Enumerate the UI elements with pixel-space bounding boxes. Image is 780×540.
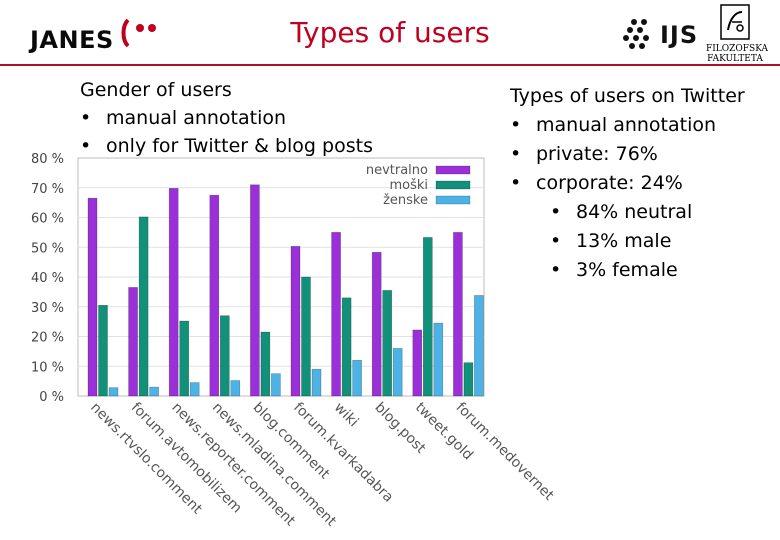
bullet-dot: • <box>80 107 92 129</box>
left-heading: Gender of users <box>80 79 232 101</box>
bar-enske <box>189 382 200 397</box>
title-divider <box>0 64 780 66</box>
left-bullet: • manual annotation <box>80 104 373 132</box>
page-title: Types of users <box>290 16 490 49</box>
bar-nevtralno <box>453 232 463 397</box>
right-bullet: • private: 76% <box>510 140 745 169</box>
legend-swatch <box>435 180 471 190</box>
bar-nevtralno <box>128 287 138 397</box>
bar-enske <box>392 348 403 397</box>
right-sub-bullet-text: 84% neutral <box>576 201 693 223</box>
bullet-dot: • <box>550 259 562 281</box>
bar-nevtralno <box>371 252 382 397</box>
bar-nevtralno <box>250 184 260 397</box>
bar-moki <box>301 276 311 397</box>
legend-label: ženske <box>383 193 428 208</box>
gender-description: Gender of users • manual annotation • only… <box>80 76 373 160</box>
bar-enske <box>311 368 322 397</box>
left-bullet-text: manual annotation <box>106 107 287 129</box>
legend-swatch <box>435 195 471 205</box>
y-tick-label: 70 % <box>31 182 64 197</box>
bar-moki <box>422 237 433 397</box>
right-bullet-text: manual annotation <box>536 114 717 136</box>
bar-nevtralno <box>290 246 301 397</box>
janes-logo: JANES <box>30 10 164 54</box>
bar-moki <box>98 304 108 397</box>
ff-logo-line-2: FAKULTETA <box>707 54 763 64</box>
bar-nevtralno <box>87 197 98 397</box>
bullet-dot: • <box>550 230 562 252</box>
bullet-dot: • <box>510 114 522 136</box>
legend-label: nevtralno <box>366 163 428 178</box>
bar-moki <box>341 297 352 397</box>
janes-bracket-dots-icon <box>121 18 156 48</box>
x-tick-label: wiki <box>331 400 362 431</box>
bar-enske <box>271 373 281 397</box>
right-bullet: • corporate: 24% <box>510 169 745 198</box>
gender-chart: 0 % 10 % 20 % 30 % 40 % 50 % 60 % 70 % 80 % news.… <box>14 148 554 528</box>
ijs-logo-text: IJS <box>660 21 699 49</box>
bullet-dot: • <box>510 143 522 165</box>
right-sub-bullet: • 3% female <box>510 256 745 285</box>
bar-nevtralno <box>331 232 341 397</box>
bar-enske <box>108 387 119 397</box>
y-tick-label: 40 % <box>31 271 64 286</box>
left-bullet-text: only for Twitter & blog posts <box>106 135 373 157</box>
right-bullet: • manual annotation <box>510 111 745 140</box>
y-tick-label: 20 % <box>31 331 64 346</box>
y-tick-label: 60 % <box>31 212 64 227</box>
right-sub-bullet: • 84% neutral <box>510 198 745 227</box>
bullet-dot: • <box>80 135 92 157</box>
right-bullet-text: corporate: 24% <box>536 172 683 194</box>
legend-label: moški <box>389 178 428 193</box>
bar-nevtralno <box>412 329 423 397</box>
bar-moki <box>260 331 271 397</box>
y-tick-label: 0 % <box>39 390 64 405</box>
right-sub-bullet: • 13% male <box>510 227 745 256</box>
ff-logo-line-1: FILOZOFSKA <box>706 44 769 54</box>
bar-moki <box>220 315 230 397</box>
bullet-dot: • <box>550 201 562 223</box>
right-sub-bullet-text: 3% female <box>576 259 678 281</box>
ff-emblem-icon <box>720 4 750 40</box>
twitter-user-types: Types of users on Twitter • manual annota… <box>510 82 745 285</box>
right-sub-bullet-text: 13% male <box>576 230 672 252</box>
bar-nevtralno <box>209 194 220 397</box>
y-tick-label: 10 % <box>31 360 64 375</box>
y-tick-label: 80 % <box>31 152 64 167</box>
bar-enske <box>230 380 241 397</box>
janes-logo-text: JANES <box>30 26 114 54</box>
bar-enske <box>149 386 159 397</box>
bar-enske <box>474 295 484 397</box>
ff-logo: FILOZOFSKA FAKULTETA <box>706 4 769 64</box>
bar-moki <box>138 216 149 397</box>
y-tick-label: 50 % <box>31 241 64 256</box>
bullet-dot: • <box>510 172 522 194</box>
bar-moki <box>463 362 474 397</box>
right-heading: Types of users on Twitter <box>510 85 745 107</box>
right-bullet-text: private: 76% <box>536 143 658 165</box>
bar-nevtralno <box>168 188 179 397</box>
legend-swatch <box>435 165 471 175</box>
gender-chart-svg: 0 %10 %20 %30 %40 %50 %60 %70 %80 %news.… <box>31 152 554 528</box>
ijs-logo: IJS <box>622 18 698 52</box>
ijs-dots-icon <box>623 19 649 49</box>
y-tick-label: 30 % <box>31 301 64 316</box>
left-bullet: • only for Twitter & blog posts <box>80 132 373 160</box>
bar-moki <box>382 290 393 397</box>
bar-enske <box>352 360 362 397</box>
bar-enske <box>433 322 444 397</box>
bar-moki <box>179 320 189 397</box>
